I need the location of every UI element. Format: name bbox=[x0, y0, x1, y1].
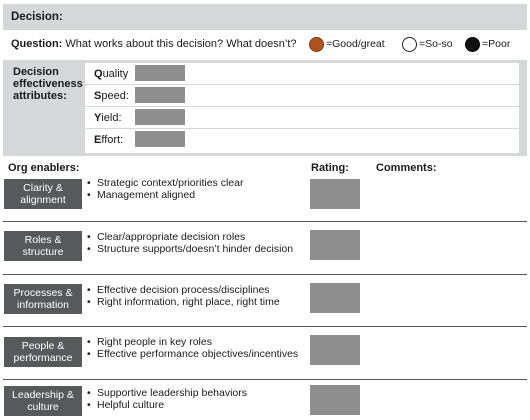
legend-good-label: =Good/great bbox=[326, 38, 385, 50]
section-divider bbox=[3, 326, 527, 327]
bullet-item: Effective decision process/disciplines bbox=[87, 284, 280, 296]
enabler-leadership: Leadership & culture Supportive leadersh… bbox=[3, 379, 527, 420]
enabler-bullets: Supportive leadership behaviors Helpful … bbox=[87, 387, 247, 411]
bullet-item: Helpful culture bbox=[87, 399, 247, 411]
org-enablers-heading: Org enablers: bbox=[8, 162, 80, 174]
attribute-label: Quality bbox=[94, 68, 128, 80]
legend-poor: =Poor bbox=[465, 36, 510, 52]
attribute-label: Speed: bbox=[94, 90, 129, 102]
enabler-tag: People & performance bbox=[4, 337, 82, 367]
bullet-item: Structure supports/doesn’t hinder decisi… bbox=[87, 243, 293, 255]
attribute-rest: ield: bbox=[101, 112, 122, 124]
enabler-bullets: Effective decision process/disciplines R… bbox=[87, 284, 280, 308]
rating-box[interactable] bbox=[310, 385, 360, 415]
question-label: Question: bbox=[11, 38, 63, 50]
rating-box[interactable] bbox=[310, 283, 360, 313]
legend-soso-label: =So-so bbox=[419, 38, 453, 50]
rating-box[interactable] bbox=[310, 335, 360, 365]
bullet-item: Right people in key roles bbox=[87, 336, 298, 348]
bullet-item: Effective performance objectives/incenti… bbox=[87, 348, 298, 360]
bullet-item: Management aligned bbox=[87, 189, 243, 201]
attribute-rest: ffort: bbox=[101, 134, 124, 146]
attributes-list: Quality Speed: Yield: Effort: bbox=[85, 63, 519, 153]
legend-good: =Good/great bbox=[309, 36, 385, 52]
attribute-speed: Speed: bbox=[85, 85, 519, 107]
rating-box[interactable] bbox=[310, 179, 360, 209]
enabler-bullets: Right people in key roles Effective perf… bbox=[87, 336, 298, 360]
poor-circle-icon bbox=[465, 36, 480, 52]
attribute-initial: E bbox=[94, 134, 102, 146]
question-text: Question: What works about this decision… bbox=[11, 38, 297, 50]
question-body: What works about this decision? What doe… bbox=[62, 38, 297, 50]
rating-swatch[interactable] bbox=[135, 131, 185, 147]
comments-heading: Comments: bbox=[376, 162, 437, 174]
attribute-quality: Quality bbox=[85, 63, 519, 85]
attribute-initial: Y bbox=[94, 112, 102, 124]
rating-swatch[interactable] bbox=[135, 109, 185, 125]
attribute-initial: Q bbox=[94, 68, 103, 80]
attributes-panel: Decision effectiveness attributes: Quali… bbox=[3, 60, 527, 156]
attributes-title: Decision effectiveness attributes: bbox=[13, 66, 83, 102]
attribute-initial: S bbox=[94, 90, 102, 102]
good-circle-icon bbox=[309, 36, 324, 52]
question-row: Question: What works about this decision… bbox=[3, 33, 527, 55]
enabler-tag: Roles & structure bbox=[4, 231, 82, 261]
legend-poor-label: =Poor bbox=[482, 38, 511, 50]
section-divider bbox=[3, 274, 527, 275]
enabler-tag: Processes & information bbox=[4, 284, 82, 314]
bullet-item: Strategic context/priorities clear bbox=[87, 177, 243, 189]
enabler-people: People & performance Right people in key… bbox=[3, 326, 527, 376]
enabler-processes: Processes & information Effective decisi… bbox=[3, 274, 527, 324]
attribute-yield: Yield: bbox=[85, 107, 519, 129]
enabler-clarity: Clarity & alignment Strategic context/pr… bbox=[3, 170, 527, 220]
bullet-item: Right information, right place, right ti… bbox=[87, 296, 280, 308]
attribute-rest: uality bbox=[102, 68, 129, 80]
section-divider bbox=[3, 379, 527, 380]
attribute-effort: Effort: bbox=[85, 129, 519, 151]
enabler-bullets: Strategic context/priorities clear Manag… bbox=[87, 177, 243, 201]
decision-header: Decision: bbox=[3, 4, 527, 30]
rating-swatch[interactable] bbox=[135, 87, 185, 103]
legend-soso: =So-so bbox=[402, 36, 453, 52]
rating-heading: Rating: bbox=[311, 162, 349, 174]
enabler-tag: Leadership & culture bbox=[4, 386, 82, 416]
soso-circle-icon bbox=[402, 36, 417, 52]
bullet-item: Supportive leadership behaviors bbox=[87, 387, 247, 399]
enabler-tag: Clarity & alignment bbox=[4, 179, 82, 209]
section-divider bbox=[3, 221, 527, 222]
enabler-roles: Roles & structure Clear/appropriate deci… bbox=[3, 221, 527, 271]
bullet-item: Clear/appropriate decision roles bbox=[87, 231, 293, 243]
enabler-bullets: Clear/appropriate decision roles Structu… bbox=[87, 231, 293, 255]
attribute-label: Yield: bbox=[94, 112, 122, 124]
rating-box[interactable] bbox=[310, 230, 360, 260]
decision-label: Decision: bbox=[11, 11, 63, 23]
rating-swatch[interactable] bbox=[135, 65, 185, 81]
attribute-rest: peed: bbox=[101, 90, 129, 102]
attribute-label: Effort: bbox=[94, 134, 123, 146]
